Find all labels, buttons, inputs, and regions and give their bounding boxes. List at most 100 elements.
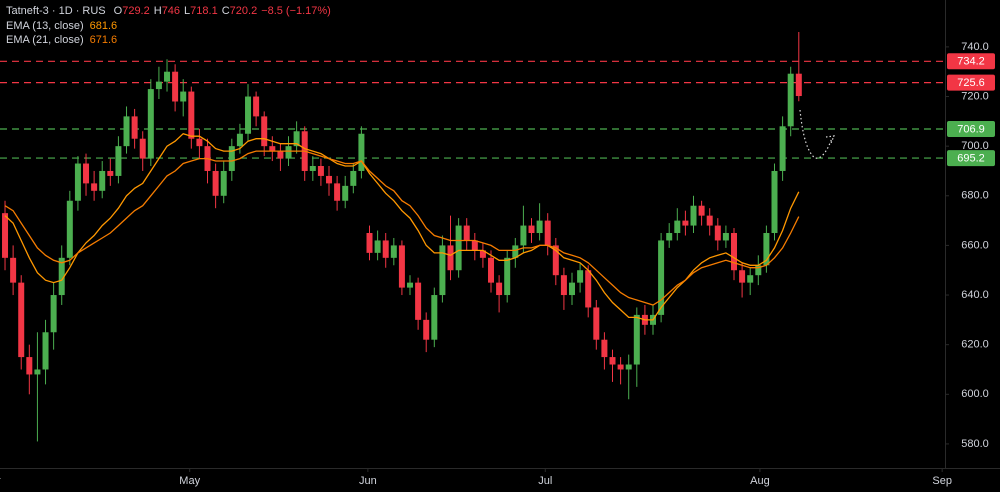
candle-body <box>326 175 333 184</box>
change-pct: (−1.17%) <box>286 5 331 17</box>
x-tick-label: Sep <box>932 475 952 487</box>
price-tag-label: 734.2 <box>957 56 985 68</box>
candle-body <box>123 116 130 147</box>
candle-body <box>747 275 754 283</box>
price-tag <box>947 74 995 91</box>
y-tick-label: 640.0 <box>961 289 989 301</box>
candle-body <box>180 91 187 102</box>
candle-body <box>350 170 357 186</box>
ohlc-value: 729.2 <box>122 5 150 17</box>
y-tick-label: 600.0 <box>961 388 989 400</box>
y-tick-label: 720.0 <box>961 90 989 102</box>
legend-name: EMA (21, close) <box>6 34 84 46</box>
candle-body <box>2 213 9 258</box>
candle-body <box>536 220 543 234</box>
candle-body <box>91 183 98 191</box>
candle-body <box>309 166 316 171</box>
candle-body <box>139 138 146 159</box>
candle-body <box>42 332 49 370</box>
candle-body <box>528 225 535 234</box>
ohlc-key: H <box>154 5 162 17</box>
candle-body <box>795 73 802 97</box>
candle-body <box>196 138 203 147</box>
candle-body <box>342 185 349 201</box>
candle-body <box>398 245 405 288</box>
candle-body <box>633 314 640 365</box>
ohlc-key: C <box>222 5 230 17</box>
change: −8.5 <box>261 5 283 17</box>
ema-line <box>4 132 800 321</box>
candle-body <box>471 240 478 251</box>
candle-body <box>277 151 284 159</box>
ohlc-key: L <box>184 5 190 17</box>
candle-body <box>479 250 486 258</box>
candle-body <box>366 233 373 253</box>
y-tick-label: 620.0 <box>961 339 989 351</box>
candle-body <box>34 369 41 375</box>
candle-body <box>722 233 729 241</box>
ema-line <box>4 150 800 306</box>
candle-body <box>236 133 243 147</box>
price-tag <box>947 121 995 138</box>
candle-body <box>658 240 665 315</box>
candle-body <box>593 307 600 340</box>
y-tick-label: 680.0 <box>961 190 989 202</box>
candle-body <box>455 225 462 271</box>
candle-body <box>585 270 592 308</box>
candle-body <box>253 96 260 117</box>
candle-body <box>682 220 689 226</box>
candle-body <box>787 73 794 127</box>
candle-body <box>317 166 324 176</box>
candle-body <box>423 319 430 340</box>
candle-body <box>714 225 721 241</box>
candle-body <box>463 225 470 241</box>
candle-body <box>147 89 154 159</box>
candle-body <box>374 240 381 253</box>
candle-body <box>674 220 681 234</box>
ohlc-key: O <box>114 5 123 17</box>
candle-body <box>261 116 268 147</box>
candle-body <box>407 282 414 288</box>
legend-value: 681.6 <box>90 20 118 32</box>
candle-body <box>779 126 786 171</box>
y-tick-label: 740.0 <box>961 41 989 53</box>
x-tick-label: May <box>179 475 200 487</box>
candle-body <box>731 233 738 271</box>
x-tick-label: Jul <box>538 475 552 487</box>
plot-area <box>0 32 945 442</box>
price-tag <box>947 53 995 70</box>
candle-body <box>447 245 454 271</box>
candle-body <box>382 240 389 258</box>
candle-body <box>269 146 276 152</box>
candle-body <box>439 245 446 296</box>
candle-body <box>83 163 90 184</box>
candle-body <box>763 233 770 266</box>
candle-body <box>739 270 746 283</box>
legend-value: 671.6 <box>90 34 118 46</box>
candle-body <box>771 170 778 234</box>
x-tick-label: Aug <box>750 475 770 487</box>
legend-header: Tatneft-3 · 1D · RUS O729.2 H746 L718.1 C720… <box>6 5 331 17</box>
candle-body <box>74 163 81 201</box>
price-tag <box>947 150 995 167</box>
candle-body <box>690 205 697 226</box>
candle-body <box>107 170 114 176</box>
candle-body <box>496 282 503 296</box>
y-tick-label: 580.0 <box>961 438 989 450</box>
candle-body <box>164 71 171 82</box>
candle-body <box>698 205 705 216</box>
candle-body <box>188 91 195 139</box>
candle-body <box>99 170 106 191</box>
candle-body <box>544 220 551 246</box>
y-tick-label: 660.0 <box>961 239 989 251</box>
candle-body <box>245 96 252 134</box>
candle-body <box>50 295 57 333</box>
candle-body <box>666 233 673 241</box>
candle-body <box>504 257 511 296</box>
symbol: Tatneft-3 · 1D · RUS <box>6 5 106 17</box>
candle-body <box>755 265 762 276</box>
candle-body <box>625 364 632 370</box>
